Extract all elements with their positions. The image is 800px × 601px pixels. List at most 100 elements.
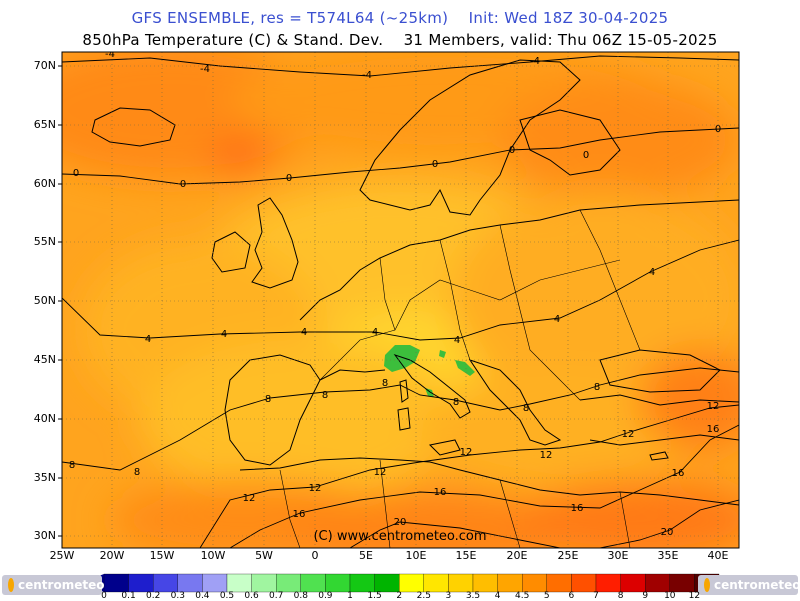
legend-tick-label: 6 xyxy=(568,591,575,601)
contour-label: 12 xyxy=(707,401,720,412)
contour-label: 4 xyxy=(454,335,460,346)
lon-label: 20W xyxy=(99,549,125,562)
legend-tick-label: 0.1 xyxy=(121,591,136,601)
logo-text: centrometeo xyxy=(18,578,105,592)
legend-tick-label: 10 xyxy=(664,591,676,601)
legend-swatch xyxy=(251,573,277,593)
logo-text: centrometeo xyxy=(714,578,800,592)
legend-swatch xyxy=(497,573,523,593)
contour-label: 20 xyxy=(661,527,674,538)
legend-swatch xyxy=(620,573,646,593)
logo-left: centrometeo xyxy=(2,575,105,595)
legend-swatch xyxy=(595,573,621,593)
contour-label: 16 xyxy=(434,487,447,498)
legend-tick-label: 9 xyxy=(642,591,649,601)
legend-tick-label: 0.3 xyxy=(170,591,185,601)
legend-swatch xyxy=(276,573,301,593)
legend-tick-label: 0.5 xyxy=(219,591,235,601)
lat-label: 55N xyxy=(33,235,56,248)
lon-label: 10E xyxy=(405,549,427,562)
lat-label: 35N xyxy=(33,471,56,484)
lon-label: 0 xyxy=(311,549,319,562)
lat-label: 50N xyxy=(33,294,56,307)
lon-label: 25E xyxy=(557,549,579,562)
contour-label: 8 xyxy=(382,378,388,389)
contour-label: 4 xyxy=(145,334,151,345)
legend-swatch xyxy=(349,573,375,593)
legend-swatch xyxy=(300,573,326,593)
contour-label: 4 xyxy=(554,314,560,325)
legend-swatch xyxy=(177,573,203,593)
watermark: (C) www.centrometeo.com xyxy=(313,529,486,544)
legend-swatch xyxy=(423,573,449,593)
legend-swatch xyxy=(472,573,498,593)
legend-swatch xyxy=(103,573,129,593)
logo-right: centrometeo xyxy=(698,575,800,595)
lon-label: 25W xyxy=(49,549,75,562)
contour-label: 16 xyxy=(571,503,584,514)
legend-swatch xyxy=(153,573,178,593)
lat-label: 40N xyxy=(33,412,56,425)
title-field-info: 850hPa Temperature (C) & Stand. Dev. 31 … xyxy=(82,31,718,49)
legend-tick-label: 4 xyxy=(494,591,501,601)
legend-swatch xyxy=(374,573,400,593)
contour-label: 0 xyxy=(715,124,721,135)
contour-label: -4 xyxy=(362,70,372,81)
legend-tick-label: 4.5 xyxy=(515,591,530,601)
legend-tick-label: 1 xyxy=(347,591,353,601)
lon-label: 5E xyxy=(359,549,373,562)
legend-tick-label: 0.2 xyxy=(146,591,161,601)
lat-label: 70N xyxy=(33,59,56,72)
logo-ring-icon xyxy=(8,578,14,592)
legend-tick-label: 12 xyxy=(688,591,701,601)
lat-label: 45N xyxy=(33,353,56,366)
contour-label: 16 xyxy=(293,509,306,520)
contour-label: 8 xyxy=(453,397,459,408)
title-model-info: GFS ENSEMBLE, res = T574L64 (~25km) Init… xyxy=(131,9,669,27)
legend-tick-label: 8 xyxy=(617,591,624,601)
legend-swatch xyxy=(645,573,670,593)
contour-label: 0 xyxy=(509,145,515,156)
legend-tick-label: 5 xyxy=(543,591,550,601)
legend-swatch xyxy=(325,573,351,593)
contour-label: 20 xyxy=(394,517,407,528)
lat-label: 30N xyxy=(33,529,56,542)
contour-label: 4 xyxy=(301,327,307,338)
legend-tick-label: 2.5 xyxy=(416,591,431,601)
contour-label: 12 xyxy=(374,467,387,478)
legend-swatch xyxy=(128,573,154,593)
map-field: -4 -4 -4 -4 0 0 0 0 0 0 0 4 4 4 4 4 4 4 … xyxy=(62,49,739,548)
contour-label: 16 xyxy=(707,424,720,435)
legend-tick-label: 3.5 xyxy=(465,591,481,601)
legend-tick-label: 1.5 xyxy=(367,591,382,601)
contour-label: 8 xyxy=(265,394,271,405)
lon-label: 30E xyxy=(607,549,629,562)
contour-label: 8 xyxy=(69,460,75,471)
lon-label: 40E xyxy=(707,549,729,562)
lon-label: 15E xyxy=(455,549,477,562)
legend-swatch xyxy=(546,573,572,593)
legend-swatch xyxy=(522,573,547,593)
legend-tick-label: 0.9 xyxy=(318,591,333,601)
contour-label: -4 xyxy=(200,64,210,75)
legend-tick-label: 0.4 xyxy=(195,591,210,601)
legend-tick-label: 0 xyxy=(101,591,107,601)
legend-swatch xyxy=(399,573,424,593)
contour-label: 0 xyxy=(73,168,79,179)
contour-label: 12 xyxy=(243,493,256,504)
contour-label: 0 xyxy=(583,150,589,161)
contour-label: 8 xyxy=(594,382,600,393)
contour-label: 0 xyxy=(286,173,292,184)
legend-tick-label: 2 xyxy=(396,591,403,601)
lon-label: 15W xyxy=(149,549,175,562)
contour-label: 12 xyxy=(622,429,635,440)
contour-label: -4 xyxy=(105,49,115,60)
legend-tick-label: 0.7 xyxy=(269,591,284,601)
contour-label: -4 xyxy=(530,56,540,67)
contour-label: 8 xyxy=(322,390,328,401)
contour-label: 8 xyxy=(523,403,529,414)
legend-swatch xyxy=(669,573,695,593)
contour-label: 8 xyxy=(134,467,140,478)
contour-label: 4 xyxy=(649,267,655,278)
